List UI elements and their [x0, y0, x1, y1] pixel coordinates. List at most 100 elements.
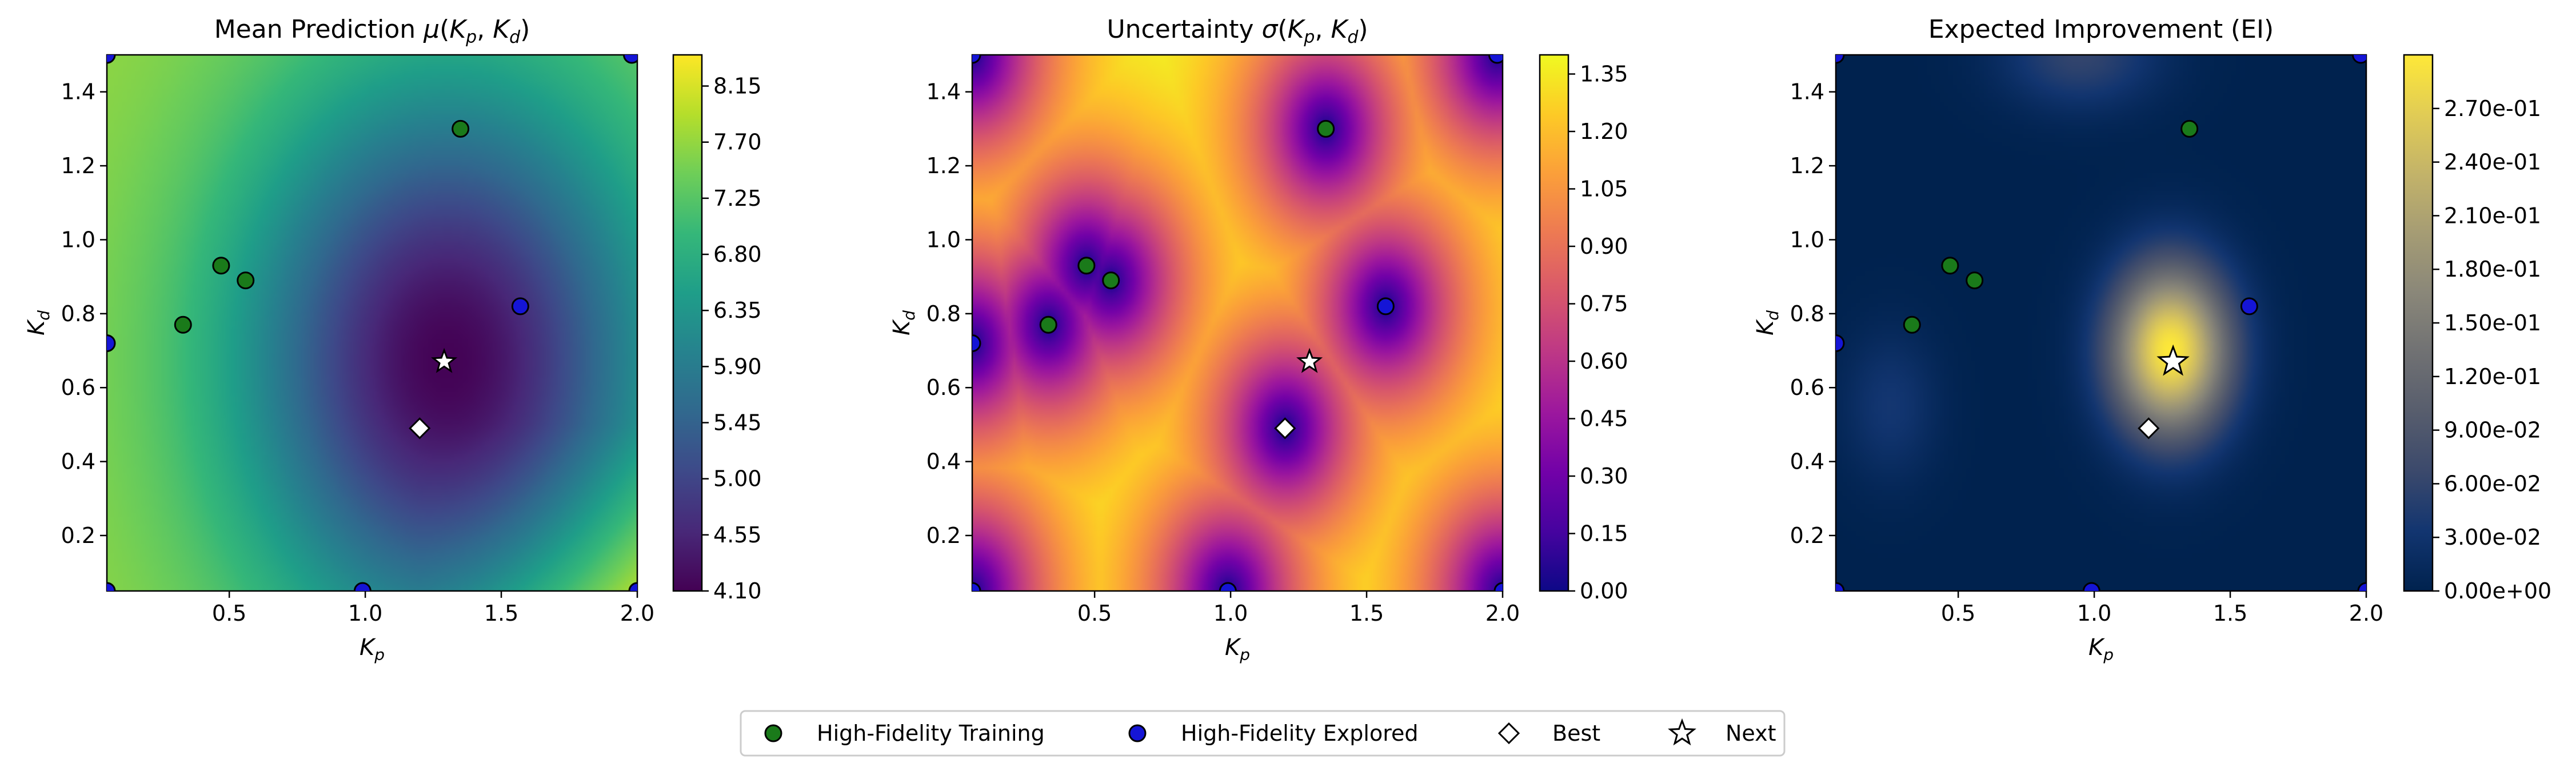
plot-frame	[106, 54, 638, 592]
explored-point	[2357, 582, 2366, 591]
legend-marker	[1668, 718, 1696, 746]
y-tick-label: 0.8	[1790, 301, 1824, 326]
y-tick-label: 0.6	[926, 375, 961, 400]
next-point	[1296, 347, 1323, 373]
x-tick-label: 0.5	[212, 601, 246, 626]
x-tick-label: 2.0	[1485, 601, 1520, 626]
panel-1: Mean Prediction μ(Kp, Kd) 0.5 1.0 1.5 2.0 0.2…	[23, 15, 762, 664]
x-tick-label: 2.0	[620, 601, 654, 626]
y-tick-label: 1.0	[61, 227, 95, 252]
training-point	[2180, 119, 2199, 138]
colorbar-tick-label: 3.00e-02	[2444, 525, 2541, 550]
explored-point	[107, 55, 116, 64]
colorbar-tick-label: 0.90	[1580, 234, 1628, 259]
colorbar-tick-label: 2.40e-01	[2444, 150, 2541, 175]
training-point	[1317, 119, 1335, 138]
plot-frame	[1835, 54, 2367, 592]
colorbar-tick-label: 5.90	[713, 354, 762, 379]
colorbar-tick-label: 1.20	[1580, 119, 1628, 144]
training-point	[1077, 257, 1096, 275]
colorbar-tick-label: 0.60	[1580, 349, 1628, 374]
next-point	[2156, 344, 2190, 376]
x-tick-label: 1.0	[348, 601, 382, 626]
explored-point	[511, 297, 529, 315]
explored-point	[107, 582, 116, 591]
colorbar-tick-label: 1.35	[1580, 62, 1628, 87]
y-tick-label: 1.0	[926, 227, 961, 252]
colorbar-tick-label: 6.00e-02	[2444, 471, 2541, 496]
legend-item: High-Fidelity Training	[764, 721, 1045, 746]
explored-point	[972, 334, 981, 353]
x-axis-label: Kp	[360, 634, 385, 664]
training-point	[174, 315, 192, 334]
legend-item: Best	[1497, 721, 1600, 746]
heatmap	[1836, 55, 2366, 591]
training-point	[212, 257, 230, 275]
colorbar-tick-label: 6.35	[713, 298, 762, 323]
legend-label: Next	[1726, 721, 1776, 746]
colorbar-tick-label: 8.15	[713, 74, 762, 99]
training-point	[1102, 271, 1120, 290]
y-tick-label: 0.4	[1790, 449, 1824, 474]
y-tick-label: 0.8	[61, 301, 95, 326]
training-point	[1039, 315, 1057, 334]
markers	[1836, 55, 2366, 591]
colorbar-tick-label: 2.70e-01	[2444, 96, 2541, 121]
explored-point	[1493, 582, 1503, 591]
y-tick-label: 0.2	[926, 523, 961, 548]
y-tick-label: 0.6	[61, 375, 95, 400]
x-tick-label: 1.0	[2077, 601, 2111, 626]
explored-point	[2351, 55, 2366, 64]
training-point	[452, 119, 470, 138]
explored-point	[1488, 55, 1503, 64]
y-tick-label: 0.4	[926, 449, 961, 474]
y-axis-label: Kd	[23, 310, 53, 335]
y-tick-label: 1.2	[926, 153, 961, 178]
colorbar-tick-label: 0.15	[1580, 521, 1628, 546]
explored-point	[622, 55, 637, 64]
legend-marker	[1497, 722, 1520, 745]
colorbar-tick-label: 4.10	[713, 578, 762, 604]
y-tick-label: 0.6	[1790, 375, 1824, 400]
legend-marker	[1128, 724, 1147, 742]
y-tick-label: 1.2	[1790, 153, 1824, 178]
heatmap	[972, 55, 1503, 591]
explored-point	[2240, 297, 2258, 315]
explored-point	[2082, 582, 2100, 591]
y-tick-label: 1.4	[926, 79, 961, 105]
x-tick-label: 1.0	[1213, 601, 1248, 626]
best-point	[2138, 417, 2160, 440]
legend-item: Next	[1668, 718, 1776, 746]
colorbar-tick-label: 0.45	[1580, 406, 1628, 432]
y-tick-label: 0.4	[61, 449, 95, 474]
explored-point	[353, 582, 372, 591]
training-point	[237, 271, 255, 290]
x-axis-label: Kp	[1225, 634, 1250, 664]
colorbar	[672, 54, 703, 592]
x-tick-label: 1.5	[484, 601, 518, 626]
colorbar	[1539, 54, 1569, 592]
legend: High-Fidelity Training High-Fidelity Expl…	[740, 710, 1786, 757]
plot-frame	[971, 54, 1504, 592]
x-axis-label: Kp	[2088, 634, 2114, 664]
markers	[972, 55, 1503, 591]
explored-point	[107, 334, 116, 353]
explored-point	[972, 55, 981, 64]
colorbar-tick-label: 5.45	[713, 410, 762, 436]
explored-point	[972, 582, 981, 591]
next-point	[431, 347, 458, 373]
colorbar-tick-label: 2.10e-01	[2444, 203, 2541, 228]
x-tick-label: 0.5	[1077, 601, 1112, 626]
y-tick-label: 1.4	[1790, 79, 1824, 105]
explored-point	[1219, 582, 1237, 591]
colorbar-tick-label: 7.70	[713, 130, 762, 155]
explored-point	[1836, 334, 1845, 353]
y-tick-label: 0.2	[61, 523, 95, 548]
legend-label: High-Fidelity Training	[817, 721, 1045, 746]
y-tick-label: 0.2	[1790, 523, 1824, 548]
heatmap	[107, 55, 637, 591]
colorbar-tick-label: 0.75	[1580, 291, 1628, 317]
x-tick-label: 1.5	[2213, 601, 2247, 626]
colorbar-tick-label: 9.00e-02	[2444, 418, 2541, 443]
chart-title: Mean Prediction μ(Kp, Kd)	[214, 15, 530, 47]
